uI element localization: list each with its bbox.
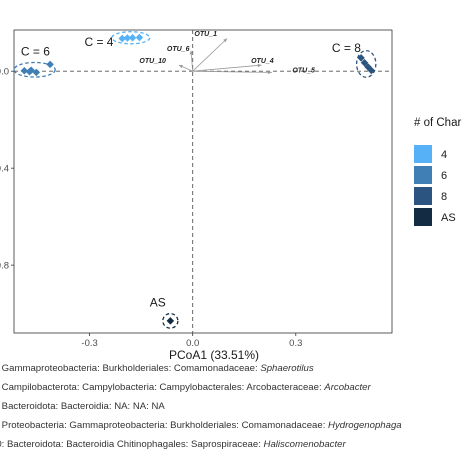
y-tick-label: 0.8 [0,261,9,272]
legend-label: 6 [441,170,447,182]
otu-footnote: 6: Proteobacteria: Gammaproteobacteria: … [0,420,402,432]
otu-footnote-taxon: Arcobacter [324,382,371,393]
cluster-label: C = 8 [332,41,361,55]
otu-footnote: 5: Bacteroidota: Bacteroidia: NA: NA: NA [0,401,165,413]
legend-label: AS [441,212,456,224]
otu-footnote-text: 1: Gammaproteobacteria: Burkholderiales:… [0,363,261,374]
cluster-label: AS [150,295,166,309]
otu-vector-label: OTU_5 [292,68,315,75]
x-tick-label: -0.3 [81,338,97,349]
legend-swatch [414,166,432,184]
otu-vector-label: OTU_10 [139,58,166,65]
data-point [135,33,144,42]
cluster-ellipses [13,31,377,329]
cluster-labels: C = 4 C = 6 C = 8 AS [21,35,361,310]
otu-footnote-text: 5: Bacteroidota: Bacteroidia: NA: NA: NA [0,401,165,412]
otu-vector-arrowhead [189,50,194,55]
otu-footnote: 1: Gammaproteobacteria: Burkholderiales:… [0,363,314,375]
data-point [128,33,137,42]
cluster-ellipse [111,31,151,45]
y-axis: 0.0 0.4 0.8 [0,67,14,272]
x-tick-label: 0.0 [186,338,199,349]
otu-footnote-taxon: Hydrogenophaga [328,420,402,431]
data-point [357,54,365,62]
x-axis: -0.3 0.0 0.3 [81,333,302,349]
otu-footnote-taxon: Haliscomenobacter [263,439,346,450]
otu-vector-label: OTU_1 [194,31,217,38]
data-point [367,66,376,75]
legend-label: 8 [441,191,447,203]
x-axis-title: PCoA1 (33.51%) [169,348,259,362]
x-tick-label: 0.3 [289,338,302,349]
otu-footnote: 4: Campilobacterota: Campylobacteria: Ca… [0,382,371,394]
otu-vector-arrowhead [223,38,228,43]
cluster-ellipse [162,312,179,329]
data-point [20,66,29,75]
legend-swatch [414,208,432,226]
legend-swatch [414,187,432,205]
otu-vector-line [192,38,228,72]
otu-footnote-text: 10: Bacteroidota: Bacteroidia Chitinopha… [0,439,264,450]
legend-swatch [414,145,432,163]
otu-footnote-text: 4: Campilobacterota: Campylobacteria: Ca… [0,382,325,393]
y-tick-label: 0.0 [0,67,9,78]
data-point [46,60,54,69]
data-points [20,33,376,325]
cluster-ellipse [355,49,377,78]
otu-footnote-text: 6: Proteobacteria: Gammaproteobacteria: … [0,420,329,431]
legend: # of Char 4 6 8 AS [414,117,461,226]
cluster-ellipse [13,61,56,78]
data-point [360,58,369,67]
cluster-label: C = 6 [21,44,50,58]
otu-vector-arrowhead [268,70,272,75]
otu-vector-line [192,70,272,73]
otu-vector-arrowhead [178,65,183,69]
otu-vector-label: OTU_4 [251,58,274,65]
otu-vector-line [192,64,262,72]
plot-panel [13,29,393,334]
otu-footnote: 10: Bacteroidota: Bacteroidia Chitinopha… [0,439,346,451]
legend-title: # of Char [414,117,461,129]
otu-footnote-taxon: Sphaerotilus [260,363,314,374]
cluster-label: C = 4 [84,35,113,49]
otu-vector-arrowhead [257,63,262,68]
y-tick-label: 0.4 [0,164,9,175]
data-point [27,66,35,75]
legend-label: 4 [441,149,447,161]
otu-vector-label: OTU_6 [167,46,190,53]
data-point [166,317,175,325]
